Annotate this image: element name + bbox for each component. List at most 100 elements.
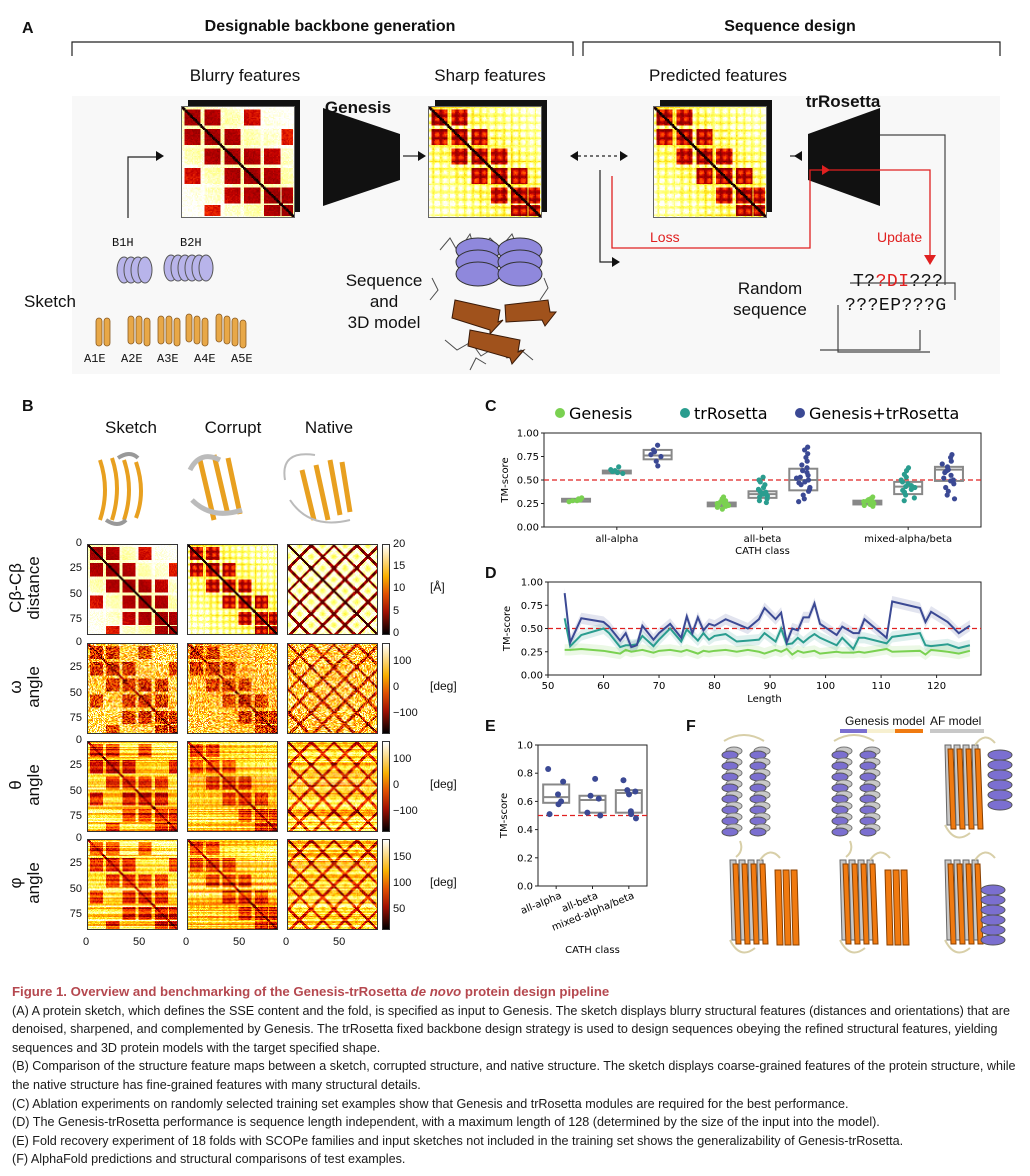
- data-point: [724, 501, 730, 508]
- colorbar-tick: 50: [393, 903, 406, 915]
- legend-marker: [795, 408, 805, 418]
- y-tick: 0: [75, 636, 82, 648]
- row-label-3: φ: [6, 877, 25, 889]
- data-point: [616, 464, 622, 470]
- caption-paragraph-f: (F) AlphaFold predictions and structural…: [12, 1152, 406, 1167]
- data-point: [805, 477, 812, 483]
- genesis-helix-turn: [980, 884, 1006, 896]
- x-tick-label: all-alpha: [595, 534, 638, 545]
- series-line-genesis-trrosetta: [563, 593, 971, 649]
- caption-title-text-end: protein design pipeline: [461, 984, 610, 999]
- x-tick: 0: [183, 936, 190, 948]
- genesis-strand: [974, 748, 984, 830]
- feature-map-sketch-row2: [87, 741, 178, 832]
- data-point: [796, 480, 802, 486]
- colorbar-tick: 100: [393, 655, 412, 667]
- feature-map-native-row0: [287, 544, 378, 635]
- colorbar-tick: 5: [393, 604, 400, 617]
- data-point: [626, 791, 633, 798]
- data-point: [648, 452, 654, 458]
- x-axis-label: CATH class: [565, 945, 620, 956]
- panel-d-label: D: [485, 565, 497, 582]
- data-point: [804, 469, 810, 476]
- data-point: [570, 498, 576, 504]
- panel-c-chart: 0.00 0.25 0.50 0.75 1.00 TM-score all-alpha all…: [500, 404, 982, 557]
- legend-label: trRosetta: [694, 404, 768, 423]
- loop: [833, 734, 875, 858]
- x-tick: 50: [333, 936, 346, 948]
- y-tick: 0: [75, 537, 82, 549]
- data-point: [800, 492, 806, 498]
- update-label: Update: [877, 229, 923, 245]
- arrow-sketch-to-blurry: [127, 156, 156, 218]
- sketch-tag-a5e: A5E: [231, 352, 253, 366]
- random-sequence-label-1: Random: [737, 279, 803, 298]
- x-tick: 50: [233, 936, 246, 948]
- blurry-features-label: Blurry features: [189, 66, 301, 85]
- x-tick: 50: [133, 936, 146, 948]
- x-tick-label: all-beta: [744, 534, 782, 545]
- data-point: [655, 463, 661, 469]
- data-point: [944, 468, 950, 474]
- caption-title: Figure 1. Overview and benchmarking of t…: [12, 983, 1022, 1002]
- genesis-strand: [869, 863, 879, 945]
- y-tick: 25: [69, 661, 82, 674]
- colorbar-tick: 100: [393, 753, 412, 765]
- colorbar-tick: 20: [393, 538, 406, 550]
- x-tick-label: 90: [764, 681, 777, 692]
- trrosetta-label: trRosetta: [805, 92, 881, 111]
- legend-marker: [555, 408, 565, 418]
- row-sublabel-3: angle: [24, 862, 43, 904]
- update-arrow: [822, 169, 931, 255]
- y-tick: 25: [69, 759, 82, 772]
- y-tick: 0: [75, 734, 82, 746]
- legend-color-bars: [840, 729, 984, 733]
- legend-marker: [680, 408, 690, 418]
- genesis-helix-turn: [980, 894, 1006, 906]
- colorbar-tick: 10: [393, 582, 406, 595]
- x-tick-label: 80: [708, 681, 721, 692]
- row-label-0: Cβ-Cβ: [6, 563, 25, 613]
- panel-b-label: B: [22, 398, 34, 415]
- legend-label: Genesis: [569, 404, 632, 423]
- tick-label: 0.2: [517, 853, 533, 864]
- x-tick-label: 110: [872, 681, 891, 692]
- random-sequence-label-2: sequence: [733, 300, 807, 319]
- row-label-2: θ: [6, 780, 25, 790]
- sequence-segment: T?: [853, 272, 876, 292]
- genesis-helix-turn: [721, 827, 739, 837]
- sketch-tag-a1e: A1E: [84, 352, 106, 366]
- unit-label: [deg]: [430, 777, 457, 791]
- data-point: [720, 494, 727, 500]
- data-point: [612, 468, 618, 474]
- colorbar-tick: 100: [393, 877, 412, 889]
- data-point: [658, 453, 664, 460]
- data-point: [948, 472, 954, 478]
- y-tick: 50: [69, 882, 82, 895]
- structure-overlay-1: [721, 734, 771, 858]
- column-label-native: Native: [304, 418, 354, 437]
- x-tick-label: mixed-alpha/beta: [864, 534, 952, 545]
- data-point: [560, 778, 567, 785]
- tick-label: 0.00: [517, 523, 539, 534]
- y-axis-label: TM-score: [499, 793, 510, 839]
- data-point: [941, 475, 947, 481]
- tick-label: 1.00: [517, 429, 539, 440]
- series-line-genesis: [564, 647, 971, 656]
- data-point: [799, 462, 805, 468]
- protein-3d-model: [429, 232, 558, 371]
- data-point: [762, 482, 768, 488]
- sketch-tag-a2e: A2E: [121, 352, 143, 366]
- data-point: [574, 498, 580, 504]
- tick-label: 0.0: [517, 882, 533, 893]
- tick-label: 0.6: [517, 797, 533, 808]
- data-point: [595, 795, 602, 802]
- genesis-helix-turn: [980, 934, 1006, 946]
- data-point: [949, 452, 955, 458]
- tick-label: 0.75: [521, 601, 543, 612]
- genesis-helix-turn: [980, 914, 1006, 926]
- data-point: [545, 765, 552, 772]
- y-tick: 75: [69, 612, 82, 625]
- genesis-strand: [892, 869, 902, 946]
